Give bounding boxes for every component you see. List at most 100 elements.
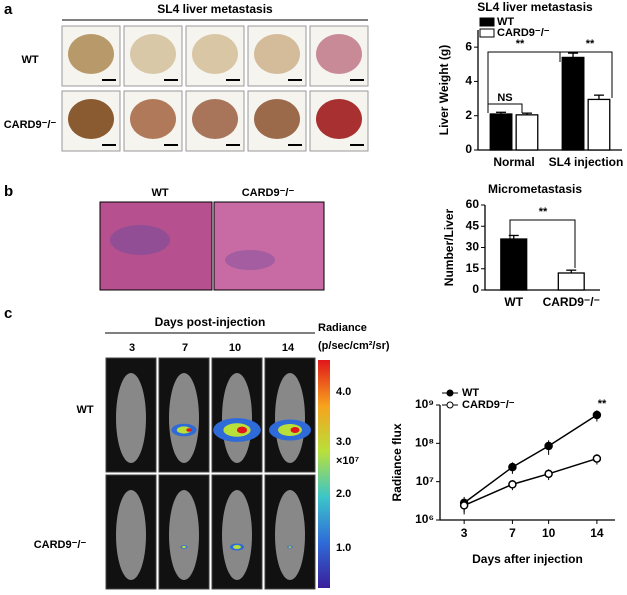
line <box>463 457 598 507</box>
liver <box>130 99 176 139</box>
panel-title: SL4 liver metastasis <box>157 2 273 16</box>
x-tick-label: CARD9⁻/⁻ <box>543 295 600 309</box>
panel-label: a <box>4 1 13 18</box>
colorbar-tick: 2.0 <box>336 488 351 500</box>
x-tick-label: Normal <box>493 155 534 169</box>
colorbar <box>318 360 330 588</box>
y-axis-label: Liver Weight (g) <box>437 45 451 135</box>
legend-swatch <box>479 28 495 38</box>
bar <box>489 113 513 151</box>
x-tick-label: WT <box>504 295 523 309</box>
bar <box>561 56 585 151</box>
mouse <box>169 490 199 580</box>
column-label: WT <box>151 187 168 199</box>
panel-label: c <box>4 305 12 322</box>
annotation: ** <box>539 206 548 218</box>
x-axis-label: Days after injection <box>472 552 583 566</box>
annotation: ** <box>598 398 607 410</box>
x-tick-label: 7 <box>509 526 516 540</box>
legend-label: CARD9⁻/⁻ <box>497 27 550 39</box>
chart-title: SL4 liver metastasis <box>477 0 593 14</box>
row-label: WT <box>76 404 93 416</box>
mouse-images <box>105 357 316 590</box>
day-label: 7 <box>182 342 188 354</box>
y-tick-label: 10⁹ <box>415 397 434 411</box>
stain <box>110 225 170 255</box>
row-label: CARD9⁻/⁻ <box>4 119 57 131</box>
panel-header: Days post-injection <box>155 315 266 329</box>
y-tick-label: 15 <box>466 261 480 275</box>
column-label: CARD9⁻/⁻ <box>242 187 295 199</box>
liver <box>192 34 238 74</box>
panel-label: b <box>4 183 13 200</box>
liver <box>68 34 114 74</box>
y-axis-label: Number/Liver <box>442 208 456 286</box>
y-tick-label: 30 <box>466 240 480 254</box>
mouse <box>116 373 146 463</box>
mouse <box>116 490 146 580</box>
liver <box>130 34 176 74</box>
marker <box>544 441 553 451</box>
significance-bracket <box>487 103 523 113</box>
y-tick-label: 10⁶ <box>415 512 434 526</box>
annotation: NS <box>497 92 512 104</box>
y-tick-label: 0 <box>465 142 472 156</box>
significance-bracket <box>509 219 576 268</box>
line <box>463 414 598 504</box>
colorbar-unit: ×10⁷ <box>336 455 360 467</box>
bar <box>587 98 611 151</box>
signal <box>182 546 186 548</box>
colorbar-title: (p/sec/cm²/sr) <box>318 340 390 352</box>
liver <box>316 34 362 74</box>
liver <box>192 99 238 139</box>
y-tick-label: 10⁸ <box>415 436 434 450</box>
y-tick-label: 2 <box>465 108 472 122</box>
x-tick-label: 3 <box>461 526 468 540</box>
marker <box>508 462 517 472</box>
legend-marker <box>446 401 454 409</box>
legend-label: CARD9⁻/⁻ <box>462 399 515 411</box>
day-label: 10 <box>229 342 241 354</box>
marker <box>592 410 602 420</box>
x-tick-label: SL4 injection <box>549 155 624 169</box>
liver-photos <box>61 25 369 152</box>
bar <box>500 238 528 291</box>
day-label: 3 <box>129 342 135 354</box>
bar <box>515 114 539 151</box>
x-tick-label: 10 <box>542 526 556 540</box>
bar <box>557 272 585 291</box>
mouse <box>275 373 305 463</box>
signal <box>290 427 300 433</box>
liver <box>68 99 114 139</box>
legend-label: WT <box>462 387 479 399</box>
signal <box>176 426 192 434</box>
mouse <box>222 490 252 580</box>
mouse <box>169 373 199 463</box>
stain <box>225 250 275 270</box>
marker <box>508 480 517 489</box>
y-tick-label: 10⁷ <box>416 474 434 488</box>
legend-swatch <box>479 17 495 27</box>
signal <box>288 546 292 548</box>
legend-marker <box>446 389 454 397</box>
y-tick-label: 60 <box>466 197 480 211</box>
signal <box>186 428 192 432</box>
y-tick-label: 4 <box>465 74 472 88</box>
liver <box>254 99 300 139</box>
y-tick-label: 45 <box>466 218 480 232</box>
row-label: WT <box>21 54 38 66</box>
mouse <box>222 373 252 463</box>
annotation: ** <box>516 38 525 50</box>
x-tick-label: 14 <box>590 526 604 540</box>
histology-image <box>213 201 325 291</box>
liver <box>254 34 300 74</box>
colorbar-tick: 4.0 <box>336 386 351 398</box>
signal <box>278 424 302 436</box>
colorbar-tick: 1.0 <box>336 542 351 554</box>
legend-label: WT <box>497 16 514 28</box>
colorbar-tick: 3.0 <box>336 436 351 448</box>
y-tick-label: 0 <box>472 282 479 296</box>
y-tick-label: 6 <box>465 39 472 53</box>
signal <box>233 545 241 549</box>
